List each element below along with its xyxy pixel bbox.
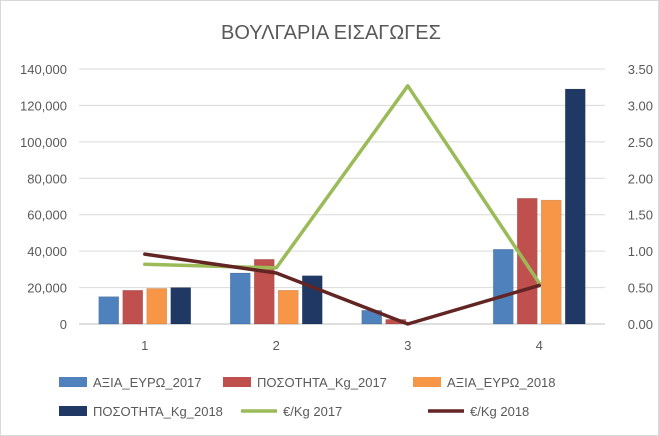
x-axis-tick-label: 4	[536, 338, 543, 353]
left-axis-tick-label: 80,000	[27, 171, 67, 186]
x-axis-tick-label: 3	[404, 338, 411, 353]
left-axis-tick-label: 140,000	[20, 62, 67, 77]
bar	[277, 290, 299, 325]
bar-series	[98, 88, 586, 325]
left-axis-tick-label: 120,000	[20, 98, 67, 113]
right-axis-tick-label: 0.00	[628, 317, 653, 332]
right-axis: 0.00 0.50 1.00 1.50 2.00 2.50 3.00 3.50	[628, 62, 653, 332]
line-series	[143, 84, 542, 326]
legend-label: ΑΞΙΑ_ΕΥΡΩ_2017	[93, 375, 202, 390]
bar	[516, 198, 538, 325]
right-axis-tick-label: 0.50	[628, 281, 653, 296]
legend-label: €/Kg 2017	[283, 404, 342, 419]
series-line	[143, 84, 542, 285]
legend-label: ΠΟΣΟΤΗΤΑ_Kg_2018	[93, 404, 223, 419]
legend-swatch	[59, 406, 87, 416]
bar	[122, 290, 144, 325]
legend-label: ΑΞΙΑ_ΕΥΡΩ_2018	[447, 375, 556, 390]
left-axis-tick-label: 60,000	[27, 208, 67, 223]
left-axis-tick-label: 40,000	[27, 244, 67, 259]
x-axis-tick-label: 1	[141, 338, 148, 353]
x-axis: 1 2 3 4	[141, 338, 543, 353]
bar	[492, 249, 514, 325]
legend: ΑΞΙΑ_ΕΥΡΩ_2017 ΠΟΣΟΤΗΤΑ_Kg_2017 ΑΞΙΑ_ΕΥΡΩ_…	[59, 375, 556, 419]
left-axis-tick-label: 0	[60, 317, 67, 332]
bar	[253, 259, 275, 325]
left-axis-tick-label: 100,000	[20, 135, 67, 150]
series-line	[143, 252, 542, 326]
left-axis-tick-label: 20,000	[27, 281, 67, 296]
chart-title: ΒΟΥΛΓΑΡΙΑ ΕΙΣΑΓΩΓΕΣ	[221, 22, 441, 44]
bar	[170, 287, 192, 325]
bar	[564, 88, 586, 325]
legend-swatch	[223, 377, 251, 387]
right-axis-tick-label: 3.50	[628, 62, 653, 77]
legend-label: ΠΟΣΟΤΗΤΑ_Kg_2017	[257, 375, 387, 390]
right-axis-tick-label: 2.50	[628, 135, 653, 150]
right-axis-tick-label: 3.00	[628, 98, 653, 113]
bar	[540, 199, 562, 325]
right-axis-tick-label: 1.00	[628, 244, 653, 259]
bar	[146, 288, 168, 325]
legend-swatch	[59, 377, 87, 387]
bar	[98, 296, 120, 325]
legend-label: €/Kg 2018	[470, 404, 529, 419]
x-axis-tick-label: 2	[273, 338, 280, 353]
right-axis-tick-label: 2.00	[628, 171, 653, 186]
right-axis-tick-label: 1.50	[628, 208, 653, 223]
bar	[229, 272, 251, 325]
left-axis: 0 20,000 40,000 60,000 80,000 100,000 120,000 1…	[20, 62, 67, 332]
legend-swatch	[413, 377, 441, 387]
